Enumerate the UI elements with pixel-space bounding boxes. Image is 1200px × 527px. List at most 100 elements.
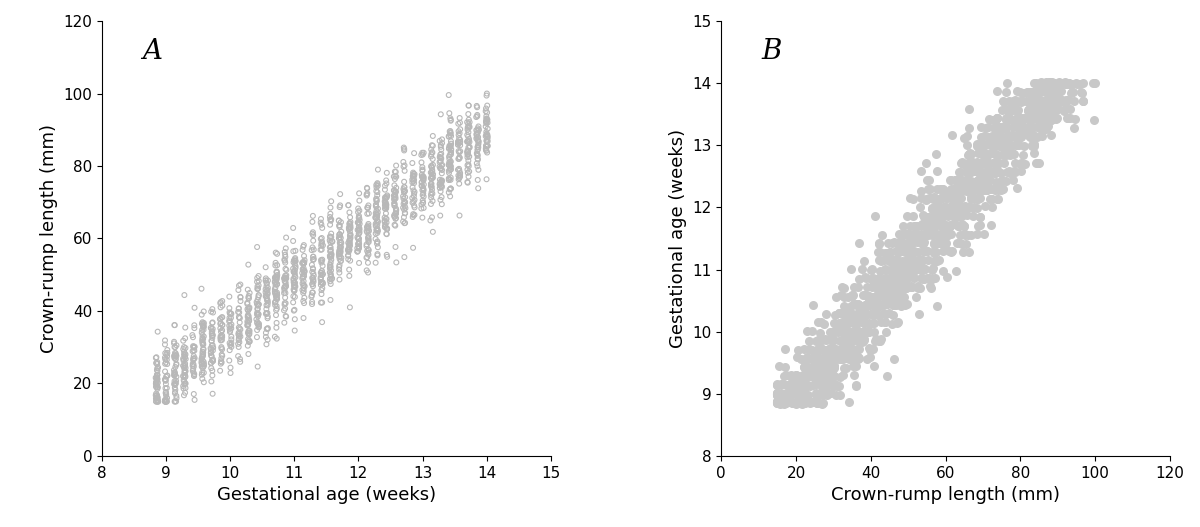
Point: [295, 256, 314, 265]
Point: [1056, 78, 1075, 86]
Point: [856, 291, 875, 299]
Point: [386, 194, 406, 203]
Point: [286, 270, 305, 278]
Point: [422, 213, 442, 221]
Point: [1020, 124, 1039, 133]
Point: [311, 281, 330, 289]
Point: [257, 340, 276, 348]
Point: [320, 232, 340, 241]
Point: [156, 373, 175, 381]
Point: [176, 344, 196, 352]
Point: [889, 248, 908, 257]
Point: [952, 193, 971, 202]
Point: [874, 291, 893, 300]
Point: [881, 247, 900, 256]
Point: [166, 355, 185, 364]
Point: [858, 301, 877, 310]
Point: [929, 211, 948, 220]
Point: [386, 214, 406, 222]
Point: [954, 178, 973, 186]
Point: [887, 274, 906, 282]
Point: [905, 247, 924, 256]
Point: [1000, 142, 1019, 150]
Point: [929, 238, 948, 246]
Point: [768, 381, 787, 389]
Point: [313, 280, 332, 288]
Point: [862, 310, 881, 318]
Point: [1006, 105, 1025, 114]
Point: [403, 169, 422, 177]
Point: [1024, 97, 1043, 105]
Point: [413, 149, 432, 157]
Point: [952, 159, 971, 167]
Point: [968, 176, 988, 184]
Point: [156, 396, 175, 405]
Point: [798, 381, 817, 389]
Point: [312, 234, 331, 242]
Point: [421, 180, 440, 189]
Point: [876, 292, 895, 301]
Point: [844, 282, 863, 291]
Point: [359, 223, 378, 231]
Point: [331, 247, 350, 255]
Point: [175, 366, 194, 375]
Point: [257, 292, 276, 300]
Point: [322, 250, 341, 258]
Point: [238, 311, 257, 320]
Point: [880, 284, 899, 292]
Point: [376, 201, 395, 209]
Point: [305, 255, 324, 264]
Point: [1032, 87, 1051, 95]
Point: [422, 169, 442, 177]
Point: [817, 310, 836, 318]
Point: [413, 173, 432, 181]
Point: [868, 292, 887, 301]
Point: [266, 273, 286, 281]
Point: [1001, 149, 1020, 158]
Point: [798, 355, 817, 363]
Point: [1045, 114, 1064, 123]
Point: [895, 301, 914, 310]
Point: [320, 277, 340, 286]
Point: [432, 139, 451, 147]
Point: [394, 162, 413, 171]
Point: [293, 279, 312, 288]
Point: [175, 373, 194, 382]
Point: [457, 148, 476, 157]
Point: [869, 337, 888, 346]
Point: [818, 346, 838, 355]
Point: [954, 222, 973, 231]
Point: [1013, 97, 1032, 105]
Point: [348, 248, 367, 256]
Point: [322, 256, 341, 264]
Point: [914, 265, 934, 273]
Point: [229, 313, 248, 321]
Point: [918, 256, 937, 265]
Point: [331, 257, 350, 265]
Point: [838, 345, 857, 354]
Point: [230, 355, 250, 363]
Point: [349, 235, 368, 243]
Point: [286, 247, 305, 255]
Point: [953, 184, 972, 193]
Point: [275, 257, 294, 265]
Point: [442, 162, 461, 171]
Point: [329, 216, 348, 225]
Point: [1037, 97, 1056, 105]
Point: [956, 239, 976, 248]
Point: [450, 211, 469, 220]
Point: [936, 203, 955, 212]
Point: [228, 352, 247, 360]
Point: [149, 363, 168, 372]
Point: [1043, 97, 1062, 106]
Point: [838, 319, 857, 328]
Point: [1037, 124, 1056, 133]
Point: [468, 124, 487, 132]
Point: [193, 322, 212, 330]
Point: [904, 265, 923, 273]
Point: [202, 358, 221, 367]
Point: [961, 194, 980, 203]
Point: [304, 269, 323, 278]
Point: [959, 231, 978, 239]
Point: [896, 282, 916, 291]
